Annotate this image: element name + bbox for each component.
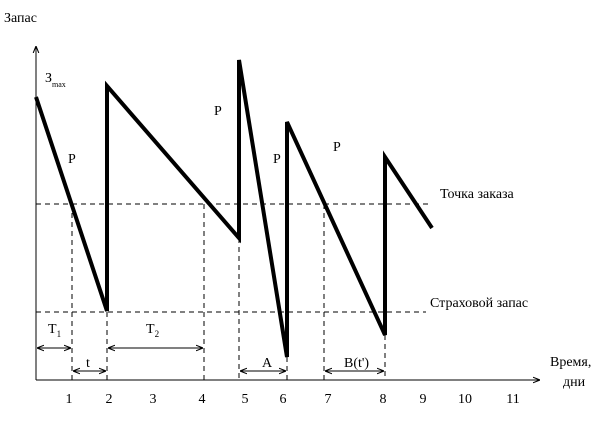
x-axis-label: дни <box>563 375 586 390</box>
x-tick-label: 11 <box>506 392 519 407</box>
x-tick-label: 7 <box>325 392 332 407</box>
b-label: B(t') <box>344 356 369 371</box>
a-label: A <box>262 356 273 371</box>
x-tick-label: 3 <box>150 392 157 407</box>
x-axis-label: Время, <box>550 355 591 370</box>
x-tick-label: 6 <box>280 392 287 407</box>
x-tick-label: 9 <box>420 392 427 407</box>
t1-label: T1 <box>48 322 61 339</box>
x-tick-label: 10 <box>458 392 472 407</box>
p-label: P <box>333 140 341 155</box>
x-tick-label: 1 <box>66 392 73 407</box>
safety-label: Страховой запас <box>430 296 528 311</box>
guides <box>71 204 386 380</box>
max-label: Зmax <box>45 71 66 89</box>
p-label: P <box>214 104 222 119</box>
p-label: P <box>68 152 76 167</box>
p-label: P <box>273 152 281 167</box>
t2-label: T2 <box>146 322 159 339</box>
inventory-line <box>34 59 434 358</box>
tick-labels: 1 2 3 4 5 6 7 8 9 10 11 <box>66 392 520 407</box>
y-axis-label: Запас <box>4 11 37 26</box>
x-tick-label: 5 <box>242 392 249 407</box>
x-tick-label: 4 <box>199 392 206 407</box>
x-tick-label: 2 <box>106 392 113 407</box>
reorder-label: Точка заказа <box>440 187 515 202</box>
t-label: t <box>86 356 90 371</box>
x-tick-label: 8 <box>380 392 387 407</box>
